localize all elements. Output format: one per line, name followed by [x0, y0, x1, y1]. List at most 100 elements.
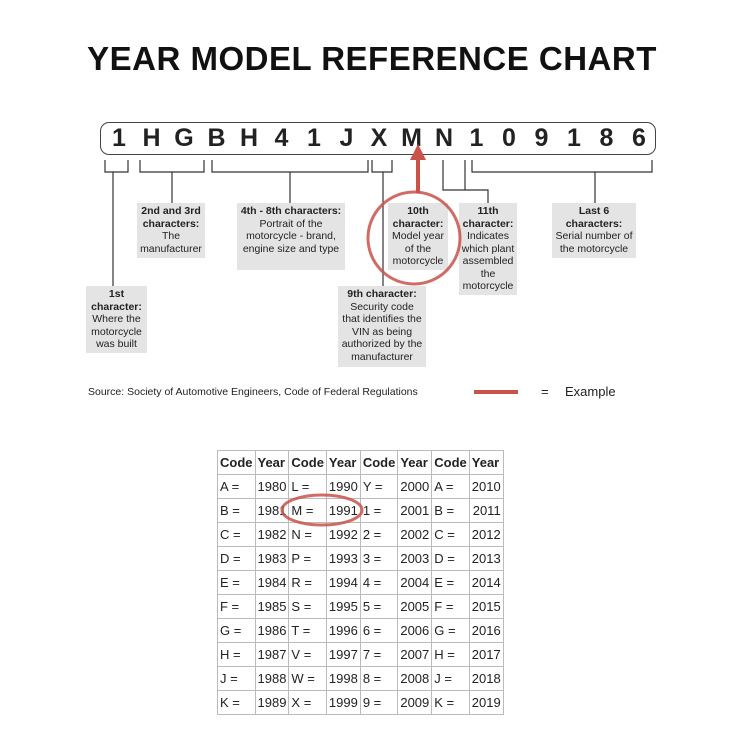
label-body: Indicates which plant assembled the moto…	[461, 230, 515, 292]
label-body: Model year of the motorcycle	[392, 230, 444, 267]
code-cell: 6 =	[359, 618, 399, 643]
header-code: Code	[217, 450, 256, 475]
table-row: H = 1987 V = 1997 7 = 2007 H = 2017	[217, 642, 504, 667]
vin-character: H	[239, 124, 259, 152]
bracket-4th-8th	[211, 160, 369, 203]
vin-character: G	[174, 124, 194, 152]
label-11th: 11th character: Indicates which plant ass…	[459, 203, 517, 295]
year-cell: 2005	[397, 594, 433, 619]
label-9th: 9th character: Security code that identif…	[338, 286, 426, 367]
year-cell: 1982	[254, 522, 290, 547]
code-cell: A =	[431, 474, 470, 499]
vin-character: H	[142, 124, 161, 152]
code-cell: V =	[288, 642, 327, 667]
year-cell: 2000	[397, 474, 433, 499]
source-note: Source: Society of Automotive Engineers,…	[88, 386, 418, 398]
vin-character: 8	[599, 124, 614, 152]
vin-character: M	[401, 124, 422, 152]
year-cell: 1989	[254, 690, 290, 715]
year-cell: 2004	[397, 570, 433, 595]
bracket-9th	[371, 160, 393, 286]
label-1st: 1st character: Where the motorcycle was b…	[86, 286, 147, 353]
vin-character: 1	[307, 124, 321, 152]
code-cell: X =	[288, 690, 327, 715]
year-cell: 1984	[254, 570, 290, 595]
code-cell: J =	[431, 666, 470, 691]
vin-character: B	[207, 124, 226, 152]
highlight-circle-10th	[366, 190, 462, 286]
vin-character: 4	[274, 124, 289, 152]
year-cell: 1995	[325, 594, 361, 619]
year-cell: 1993	[325, 546, 361, 571]
table-header-row: Code Year Code Year Code Year Code Year	[217, 450, 504, 475]
label-heading: 11th character:	[462, 205, 514, 230]
table-row: A = 1980 L = 1990 Y = 2000 A = 2010	[217, 474, 504, 499]
bracket-11th	[442, 160, 489, 203]
code-cell: 5 =	[359, 594, 399, 619]
code-cell: J =	[217, 666, 256, 691]
highlight-ellipse-m-1991	[280, 493, 364, 527]
year-cell: 1988	[254, 666, 290, 691]
vin-character: 1	[567, 124, 581, 152]
year-cell: 2010	[468, 474, 504, 499]
code-cell: 1 =	[359, 498, 399, 523]
table-row: J = 1988 W = 1998 8 = 2008 J = 2018	[217, 666, 504, 691]
year-cell: 1996	[325, 618, 361, 643]
vin-character: 1	[112, 124, 126, 152]
year-cell: 2012	[468, 522, 504, 547]
year-cell: 2001	[397, 498, 433, 523]
table-row: D = 1983 P = 1993 3 = 2003 D = 2013	[217, 546, 504, 571]
bracket-1st	[104, 160, 129, 286]
label-body: The manufacturer	[140, 230, 202, 255]
year-cell: 1999	[325, 690, 361, 715]
bracket-2nd-3rd	[139, 160, 205, 203]
page-title: YEAR MODEL REFERENCE CHART	[87, 40, 657, 77]
code-cell: D =	[217, 546, 256, 571]
label-4th-8th: 4th - 8th characters: Portrait of the mot…	[237, 203, 345, 270]
code-cell: M =	[288, 498, 327, 523]
label-last-6: Last 6 characters: Serial number of the m…	[552, 203, 636, 258]
year-cell: 2019	[468, 690, 504, 715]
year-cell: 1997	[325, 642, 361, 667]
code-cell: Y =	[359, 474, 399, 499]
year-cell: 2013	[468, 546, 504, 571]
label-body: Where the motorcycle was built	[91, 313, 142, 350]
label-heading: 2nd and 3rd characters:	[141, 205, 201, 230]
year-cell: 2009	[397, 690, 433, 715]
vin-character: 0	[502, 124, 516, 152]
table-row: G = 1986 T = 1996 6 = 2006 G = 2016	[217, 618, 504, 643]
year-cell: 2016	[468, 618, 504, 643]
table-row: E = 1984 R = 1994 4 = 2004 E = 2014	[217, 570, 504, 595]
code-cell: 3 =	[359, 546, 399, 571]
vin-character: 1	[469, 124, 484, 152]
year-cell: 2011	[468, 498, 504, 523]
label-heading: 10th character:	[392, 205, 444, 230]
label-heading: 1st character:	[91, 288, 142, 313]
highlight-arrow-head	[410, 144, 426, 160]
vin-character: N	[434, 124, 454, 152]
label-body: Security code that identifies the VIN as…	[341, 300, 423, 363]
code-cell: 4 =	[359, 570, 399, 595]
code-cell: K =	[217, 690, 256, 715]
year-cell: 2003	[397, 546, 433, 571]
code-cell: C =	[431, 522, 470, 547]
year-cell: 2008	[397, 666, 433, 691]
vin-character: 9	[534, 124, 549, 152]
table-row: F = 1985 S = 1995 5 = 2005 F = 2015	[217, 594, 504, 619]
year-cell: 2014	[468, 570, 504, 595]
code-cell: S =	[288, 594, 327, 619]
label-heading: 4th - 8th characters:	[240, 205, 342, 217]
year-cell: 2002	[397, 522, 433, 547]
code-cell: K =	[431, 690, 470, 715]
year-cell: 1987	[254, 642, 290, 667]
year-code-table: Code Year Code Year Code Year Code Year A = 1980…	[217, 450, 504, 715]
year-cell: 1983	[254, 546, 290, 571]
label-body: Portrait of the motorcycle - brand, engi…	[242, 217, 340, 255]
header-year: Year	[325, 450, 361, 475]
table-row: C = 1982 N = 1992 2 = 2002 C = 2012	[217, 522, 504, 547]
legend-label: Example	[565, 384, 616, 399]
code-cell: F =	[217, 594, 256, 619]
